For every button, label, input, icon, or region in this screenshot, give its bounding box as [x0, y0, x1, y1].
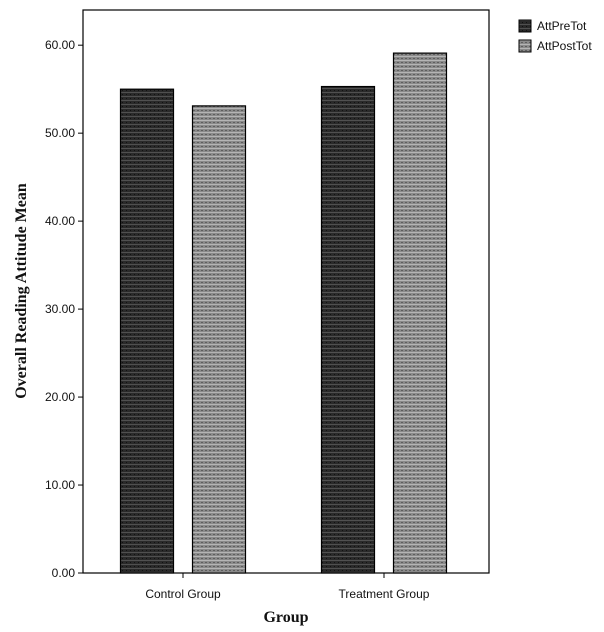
y-tick-label-2: 20.00: [45, 390, 75, 404]
y-tick-label-5: 50.00: [45, 126, 75, 140]
bar-0-1: [191, 105, 247, 574]
legend-label-1: AttPostTot: [537, 39, 592, 53]
y-axis: 0.00 10.00 20.00 30.00 40.00 50.00 60.00: [45, 38, 83, 580]
y-tick-label-0: 0.00: [52, 566, 76, 580]
legend-swatch-1: [518, 39, 532, 53]
bars: [119, 52, 448, 574]
bar-1-0: [320, 85, 376, 574]
y-tick-label-3: 30.00: [45, 302, 75, 316]
bar-0-0: [119, 88, 175, 574]
y-tick-label-1: 10.00: [45, 478, 75, 492]
x-axis: Control Group Treatment Group: [145, 573, 430, 601]
y-tick-label-4: 40.00: [45, 214, 75, 228]
y-axis-title: Overall Reading Attitude Mean: [13, 183, 30, 399]
x-tick-label-1: Treatment Group: [339, 587, 430, 601]
legend-swatch-0: [518, 19, 532, 33]
bar-1-1: [392, 52, 448, 574]
x-tick-label-0: Control Group: [145, 587, 221, 601]
y-tick-label-6: 60.00: [45, 38, 75, 52]
legend-label-0: AttPreTot: [537, 19, 587, 33]
x-axis-title: Group: [263, 609, 308, 626]
plot-frame: [82, 9, 490, 574]
legend: AttPreTot AttPostTot: [518, 19, 592, 53]
